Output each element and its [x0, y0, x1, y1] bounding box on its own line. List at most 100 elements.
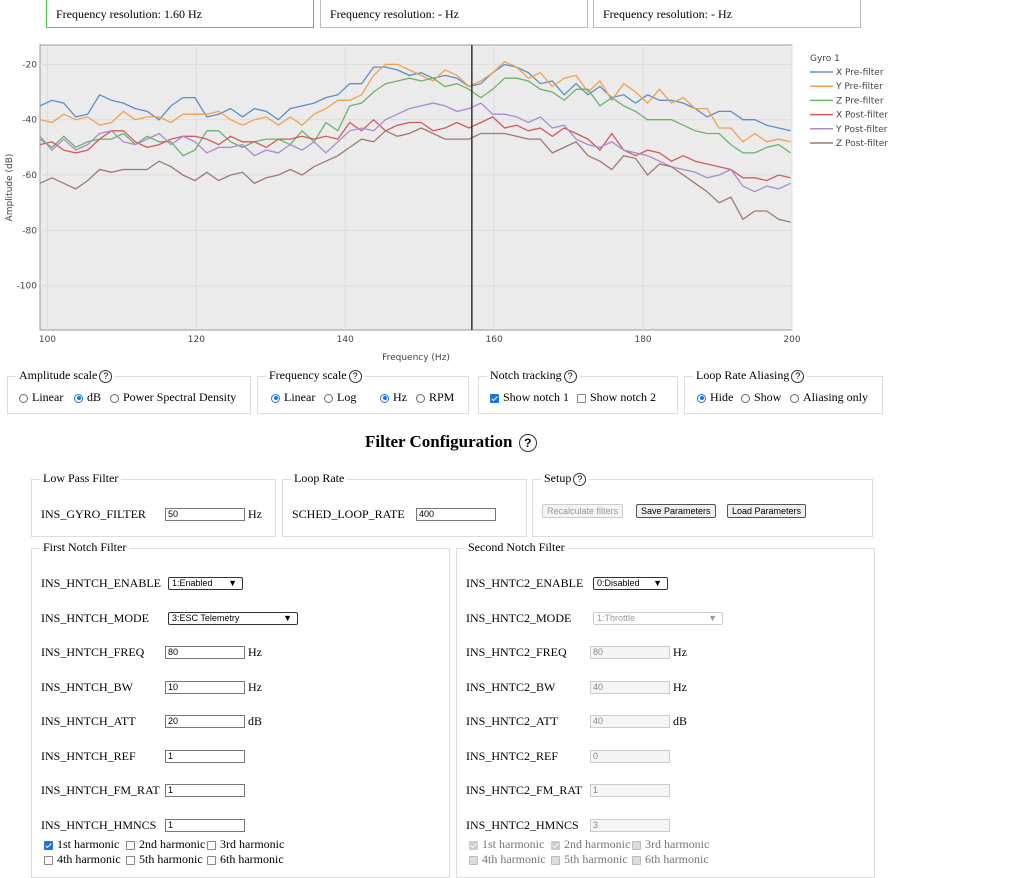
notch2-harmonic-2[interactable]: 2nd harmonic — [551, 837, 630, 852]
legend-entry[interactable]: X Post-filter — [836, 111, 888, 121]
notch1-harmonic-2[interactable]: 2nd harmonic — [126, 837, 205, 852]
show-notch1-label: Show notch 1 — [503, 390, 569, 404]
ins-hntch-fm-rat-input[interactable]: 1 — [165, 784, 245, 797]
ins-hntc2-mode-value: 1:Throttle — [597, 613, 636, 623]
checkbox-icon[interactable] — [44, 855, 53, 865]
ins-hntch-mode-select[interactable]: 3:ESC Telemetry ▼ — [168, 612, 298, 625]
notch1-harmonic-1[interactable]: 1st harmonic — [44, 837, 119, 852]
checkbox-checked-icon[interactable] — [469, 840, 478, 850]
ins-hntc2-mode-select[interactable]: 1:Throttle ▼ — [593, 612, 723, 625]
plot-background[interactable] — [39, 44, 793, 331]
series-line[interactable] — [39, 102, 791, 193]
radio-icon[interactable] — [324, 393, 333, 403]
freq-hz-option[interactable]: Hz — [380, 390, 407, 405]
notch1-harmonic-6[interactable]: 6th harmonic — [207, 852, 284, 867]
checkbox-icon[interactable] — [577, 393, 586, 403]
aliasing-show-option[interactable]: Show — [741, 390, 781, 405]
radio-icon[interactable] — [790, 393, 799, 403]
load-parameters-button[interactable]: Load Parameters — [727, 504, 807, 518]
ins-hntc2-enable-select[interactable]: 0:Disabled ▼ — [593, 577, 668, 590]
help-icon[interactable]: ? — [99, 369, 113, 383]
checkbox-checked-icon[interactable] — [490, 393, 499, 403]
freq-log-option[interactable]: Log — [324, 390, 356, 405]
ins-hntch-bw-input[interactable]: 10 — [165, 681, 245, 694]
y-axis-label: Amplitude (dB) — [5, 154, 15, 222]
ins-hntc2-fm-rat-input[interactable]: 1 — [590, 784, 670, 797]
ins-hntc2-bw-input[interactable]: 40 — [590, 681, 670, 694]
checkbox-icon[interactable] — [632, 855, 641, 865]
series-line[interactable] — [39, 63, 791, 132]
amp-psd-option[interactable]: Power Spectral Density — [110, 390, 236, 405]
notch2-harmonic-3[interactable]: 3rd harmonic — [632, 837, 709, 852]
notch1-harmonic-3[interactable]: 3rd harmonic — [207, 837, 284, 852]
save-parameters-button[interactable]: Save Parameters — [636, 504, 716, 518]
show-notch2-option[interactable]: Show notch 2 — [577, 390, 656, 405]
ins-hntc2-hmncs-input[interactable]: 3 — [590, 819, 670, 832]
aliasing-hide-option[interactable]: Hide — [697, 390, 733, 405]
notch1-harmonic-4[interactable]: 4th harmonic — [44, 852, 121, 867]
radio-icon[interactable] — [110, 393, 119, 403]
sched-loop-rate-input[interactable]: 400 — [416, 508, 496, 521]
notch2-harmonic-4[interactable]: 4th harmonic — [469, 852, 546, 867]
help-icon[interactable]: ? — [348, 369, 362, 383]
radio-checked-icon[interactable] — [697, 393, 706, 403]
series-line[interactable] — [39, 116, 791, 182]
fft-chart-svg[interactable]: 100 120 140 160 180 200 -20 -40 -60 -80 -100 Freque… — [0, 40, 1015, 370]
checkbox-icon[interactable] — [126, 855, 135, 865]
radio-checked-icon[interactable] — [74, 393, 83, 403]
ins-gyro-filter-input[interactable]: 50 — [165, 508, 245, 521]
show-notch1-option[interactable]: Show notch 1 — [490, 390, 569, 405]
help-icon[interactable]: ? — [573, 472, 587, 486]
ins-hntch-mode-value: 3:ESC Telemetry — [172, 613, 240, 623]
checkbox-checked-icon[interactable] — [44, 840, 53, 850]
notch2-harmonic-5[interactable]: 5th harmonic — [551, 852, 628, 867]
ins-hntc2-att-input[interactable]: 40 — [590, 715, 670, 728]
series-line[interactable] — [39, 60, 791, 143]
legend-entry[interactable]: Y Pre-filter — [835, 82, 883, 92]
legend-entry[interactable]: Z Post-filter — [836, 139, 888, 149]
fft-chart[interactable]: 100 120 140 160 180 200 -20 -40 -60 -80 -100 Freque… — [0, 40, 1015, 370]
ins-hntc2-freq-input[interactable]: 80 — [590, 646, 670, 659]
ins-hntch-freq-input[interactable]: 80 — [165, 646, 245, 659]
ins-hntch-hmncs-input[interactable]: 1 — [165, 819, 245, 832]
freq-linear-option[interactable]: Linear — [271, 390, 315, 405]
help-icon[interactable]: ? — [563, 369, 577, 383]
help-icon[interactable]: ? — [518, 434, 537, 453]
notch2-harmonic-6[interactable]: 6th harmonic — [632, 852, 709, 867]
ins-hntch-enable-select[interactable]: 1:Enabled ▼ — [168, 577, 243, 590]
checkbox-checked-icon[interactable] — [551, 840, 560, 850]
checkbox-icon[interactable] — [207, 840, 216, 850]
radio-icon[interactable] — [19, 393, 28, 403]
checkbox-icon[interactable] — [126, 840, 135, 850]
notch2-harmonic-1[interactable]: 1st harmonic — [469, 837, 544, 852]
ins-hntc2-ref-input[interactable]: 0 — [590, 750, 670, 763]
recalculate-filters-button[interactable]: Recalculate filters — [542, 504, 624, 518]
help-icon[interactable]: ? — [791, 369, 805, 383]
radio-icon[interactable] — [416, 393, 425, 403]
radio-checked-icon[interactable] — [271, 393, 280, 403]
ins-hntch-freq-label: INS_HNTCH_FREQ — [41, 645, 145, 659]
radio-checked-icon[interactable] — [380, 393, 389, 403]
freq-log-label: Log — [337, 390, 357, 404]
ins-hntch-mode-label: INS_HNTCH_MODE — [41, 611, 149, 625]
legend-entry[interactable]: Y Post-filter — [835, 125, 888, 135]
aliasing-only-option[interactable]: Aliasing only — [790, 390, 868, 405]
y-tick-label: -20 — [22, 60, 37, 70]
series-line[interactable] — [39, 127, 791, 223]
legend-entry[interactable]: Z Pre-filter — [836, 96, 884, 106]
legend-entry[interactable]: X Pre-filter — [836, 68, 884, 78]
amp-linear-option[interactable]: Linear — [19, 390, 63, 405]
amp-db-label: dB — [87, 390, 102, 404]
freq-rpm-option[interactable]: RPM — [416, 390, 454, 405]
checkbox-icon[interactable] — [632, 840, 641, 850]
checkbox-icon[interactable] — [469, 855, 478, 865]
ins-hntch-att-input[interactable]: 20 — [165, 715, 245, 728]
amp-db-option[interactable]: dB — [74, 390, 101, 405]
checkbox-icon[interactable] — [207, 855, 216, 865]
ins-hntc2-att-unit: dB — [673, 714, 688, 728]
harmonic-label: 5th harmonic — [564, 852, 628, 866]
ins-hntch-ref-input[interactable]: 1 — [165, 750, 245, 763]
radio-icon[interactable] — [741, 393, 750, 403]
notch1-harmonic-5[interactable]: 5th harmonic — [126, 852, 203, 867]
checkbox-icon[interactable] — [551, 855, 560, 865]
